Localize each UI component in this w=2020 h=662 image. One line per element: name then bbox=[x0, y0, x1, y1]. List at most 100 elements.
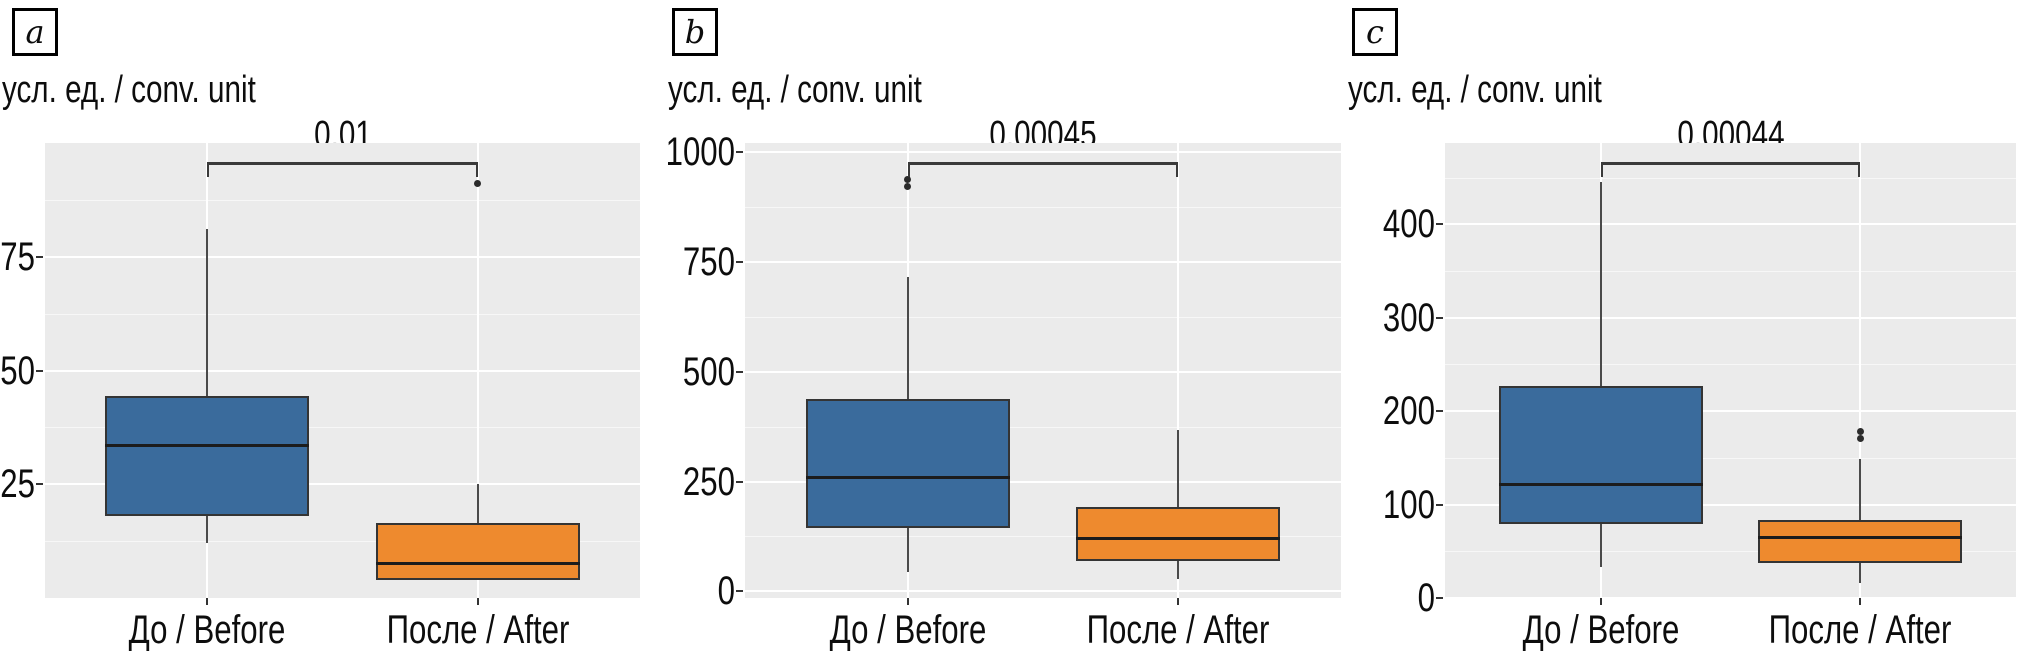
y-gridline-major bbox=[1445, 410, 2016, 413]
y-tick-label: 500 bbox=[682, 349, 735, 394]
bracket-end-left bbox=[207, 162, 210, 177]
y-tick-mark bbox=[36, 369, 43, 372]
y-tick-mark bbox=[736, 150, 743, 153]
x-tick-mark bbox=[1859, 598, 1862, 605]
y-tick-label: 0 bbox=[1417, 576, 1435, 620]
y-tick-label: 25 bbox=[0, 462, 35, 507]
y-gridline-minor bbox=[45, 199, 640, 201]
x-category-label: До / Before bbox=[1522, 608, 1680, 652]
y-gridline-minor bbox=[1445, 457, 2016, 459]
y-gridline-minor bbox=[45, 427, 640, 429]
y-gridline-major bbox=[1445, 223, 2016, 226]
x-tick-mark bbox=[206, 598, 209, 605]
x-tick-mark bbox=[1177, 598, 1180, 605]
significance-bracket bbox=[907, 162, 1179, 165]
y-tick-mark bbox=[736, 590, 743, 593]
panel-a-letter: a bbox=[12, 8, 58, 56]
y-gridline-major bbox=[1445, 316, 2016, 319]
bracket-end-left bbox=[907, 162, 910, 177]
panel-a-plot-area bbox=[45, 143, 640, 598]
x-tick-mark bbox=[476, 598, 479, 605]
y-gridline-major bbox=[45, 369, 640, 372]
bracket-end-right bbox=[475, 162, 478, 177]
box-before bbox=[105, 395, 310, 517]
y-gridline-minor bbox=[1445, 270, 2016, 272]
y-tick-label: 1000 bbox=[665, 129, 735, 174]
y-gridline-minor bbox=[745, 206, 1341, 208]
y-gridline-major bbox=[745, 590, 1341, 593]
panel-b-letter: b bbox=[672, 8, 718, 56]
y-tick-label: 300 bbox=[1382, 295, 1435, 340]
x-gridline bbox=[1177, 143, 1180, 598]
y-gridline-major bbox=[745, 480, 1341, 483]
median-line bbox=[375, 562, 580, 566]
y-tick-mark bbox=[36, 255, 43, 258]
median-line bbox=[1076, 537, 1281, 541]
x-tick-mark bbox=[906, 598, 909, 605]
box-after bbox=[375, 522, 580, 580]
y-tick-mark bbox=[736, 480, 743, 483]
panel-b-axis-title: усл. ед. / conv. unit bbox=[668, 69, 922, 111]
y-tick-label: 400 bbox=[1382, 202, 1435, 247]
panel-c-plot-area bbox=[1445, 143, 2016, 599]
whisker-line bbox=[1599, 182, 1602, 568]
box-after bbox=[1758, 519, 1963, 564]
y-tick-mark bbox=[1436, 316, 1443, 319]
x-tick-mark bbox=[1599, 598, 1602, 605]
y-tick-mark bbox=[1436, 597, 1443, 599]
bracket-end-right bbox=[1176, 162, 1179, 177]
panel-c-axis-title: усл. ед. / conv. unit bbox=[1348, 69, 1602, 111]
y-tick-label: 100 bbox=[1382, 482, 1435, 527]
y-tick-label: 200 bbox=[1382, 389, 1435, 434]
y-gridline-major bbox=[1445, 597, 2016, 599]
median-line bbox=[1758, 535, 1963, 539]
box-before bbox=[805, 399, 1010, 529]
y-tick-label: 75 bbox=[0, 234, 35, 279]
panel-b-plot-area bbox=[745, 143, 1341, 598]
x-category-label: До / Before bbox=[829, 608, 987, 652]
y-tick-mark bbox=[36, 483, 43, 486]
y-gridline-minor bbox=[45, 541, 640, 543]
y-gridline-major bbox=[745, 150, 1341, 153]
y-gridline-minor bbox=[1445, 364, 2016, 366]
x-category-label: После / After bbox=[386, 608, 569, 652]
y-gridline-minor bbox=[45, 313, 640, 315]
x-category-label: После / After bbox=[1768, 608, 1952, 652]
y-gridline-major bbox=[45, 255, 640, 258]
outlier-dot bbox=[904, 176, 912, 184]
outlier-dot bbox=[474, 180, 482, 188]
y-tick-label: 0 bbox=[717, 569, 735, 614]
y-tick-mark bbox=[1436, 223, 1443, 226]
y-tick-mark bbox=[736, 370, 743, 373]
y-gridline-minor bbox=[745, 316, 1341, 318]
whisker-line bbox=[206, 229, 209, 544]
y-tick-mark bbox=[736, 260, 743, 263]
y-tick-mark bbox=[1436, 503, 1443, 506]
y-gridline-minor bbox=[1445, 177, 2016, 179]
x-gridline bbox=[476, 143, 479, 598]
y-gridline-major bbox=[45, 483, 640, 486]
y-gridline-minor bbox=[1445, 551, 2016, 553]
panel-a-axis-title: усл. ед. / conv. unit bbox=[2, 69, 256, 111]
bracket-end-right bbox=[1858, 162, 1861, 177]
box-before bbox=[1498, 385, 1703, 525]
y-tick-mark bbox=[1436, 410, 1443, 413]
whisker-line bbox=[1177, 429, 1180, 580]
x-category-label: До / Before bbox=[129, 608, 286, 652]
x-category-label: После / After bbox=[1086, 608, 1270, 652]
y-gridline-minor bbox=[745, 426, 1341, 428]
box-after bbox=[1076, 507, 1281, 562]
bracket-end-left bbox=[1600, 162, 1603, 177]
y-gridline-major bbox=[1445, 503, 2016, 506]
y-gridline-major bbox=[745, 370, 1341, 373]
outlier-dot bbox=[904, 183, 912, 191]
outlier-dot bbox=[1856, 428, 1864, 436]
median-line bbox=[805, 475, 1010, 479]
y-gridline-major bbox=[745, 260, 1341, 263]
significance-bracket bbox=[1600, 162, 1861, 165]
significance-bracket bbox=[207, 162, 478, 165]
y-gridline-minor bbox=[745, 536, 1341, 538]
x-gridline bbox=[1859, 143, 1862, 598]
median-line bbox=[105, 444, 310, 448]
